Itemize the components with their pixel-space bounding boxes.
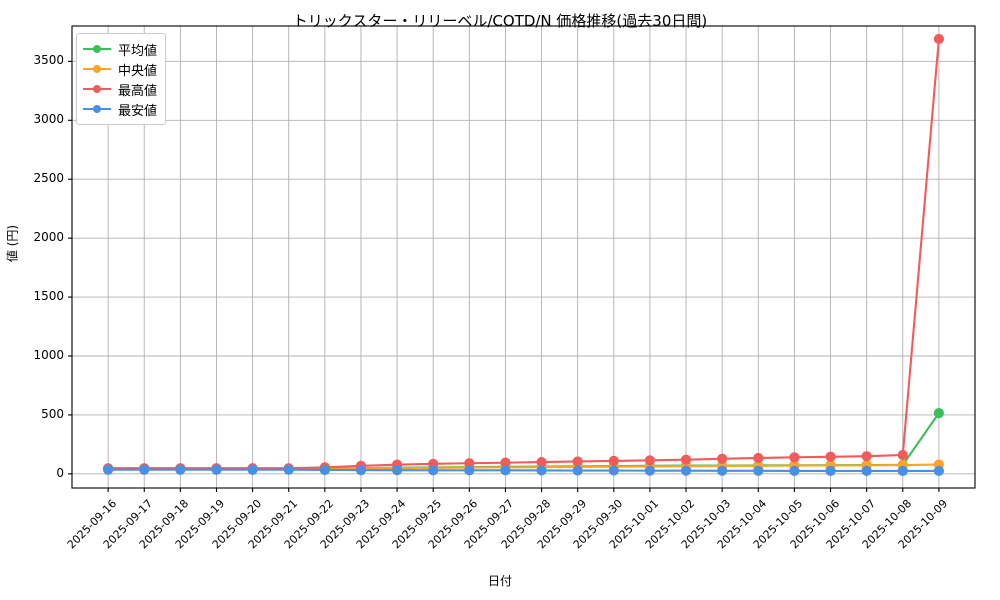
legend-label: 最安値 xyxy=(118,103,158,119)
legend-label: 平均値 xyxy=(118,43,158,59)
y-tick-label: 3000 xyxy=(33,112,64,127)
legend-item[interactable]: 最安値 xyxy=(83,99,157,119)
plot-axes xyxy=(71,25,976,489)
legend-item[interactable]: 中央値 xyxy=(83,59,157,79)
legend-color-swatch-icon xyxy=(83,82,111,96)
data-series xyxy=(103,33,944,477)
y-tick-label: 1000 xyxy=(33,348,64,362)
legend-item[interactable]: 最高値 xyxy=(83,79,157,99)
legend-item[interactable]: 平均値 xyxy=(83,39,157,59)
y-tick-label: 0 xyxy=(56,465,64,480)
legend-color-swatch-icon xyxy=(83,62,111,76)
grid-lines xyxy=(72,26,975,488)
y-tick-label: 2500 xyxy=(33,171,64,186)
chart-legend: 平均値中央値最高値最安値 xyxy=(76,33,167,125)
x-axis-label: 日付 xyxy=(487,574,512,588)
legend-color-swatch-icon xyxy=(83,102,111,116)
legend-label: 最高値 xyxy=(118,83,158,99)
legend-color-swatch-icon xyxy=(83,42,111,56)
axis-ticks xyxy=(68,60,940,492)
y-tick-label: 3500 xyxy=(33,53,64,68)
legend-label: 中央値 xyxy=(118,63,158,79)
y-tick-label: 1500 xyxy=(33,289,64,304)
y-tick-label: 2000 xyxy=(33,230,64,245)
y-tick-label: 500 xyxy=(41,406,64,421)
